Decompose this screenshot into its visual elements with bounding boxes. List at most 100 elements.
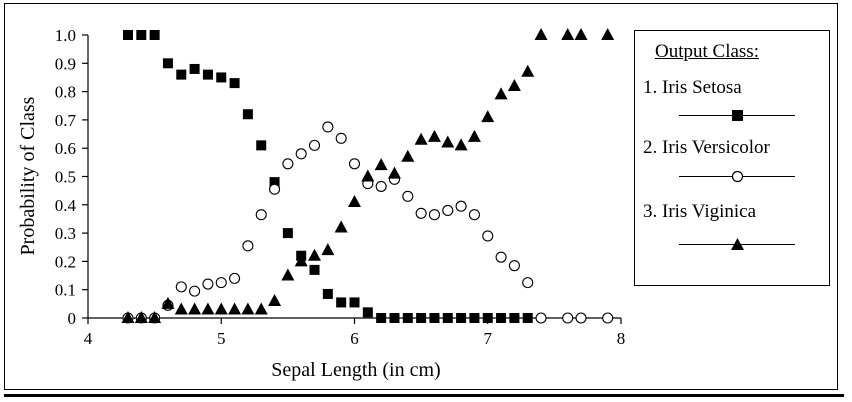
- setosa-point: [202, 69, 213, 80]
- setosa-point: [229, 78, 240, 89]
- versicolor-point: [495, 251, 507, 263]
- legend: Output Class: 1. Iris Setosa 2. Iris Ver…: [634, 30, 830, 286]
- viginica-point: [534, 28, 548, 40]
- versicolor-point: [348, 158, 361, 170]
- viginica-point: [241, 302, 255, 315]
- x-tick-label: 6: [350, 329, 359, 348]
- versicolor-point: [202, 278, 214, 290]
- setosa-point: [189, 63, 200, 74]
- legend-label-versicolor: 2. Iris Versicolor: [643, 137, 770, 158]
- data-points: [121, 28, 615, 324]
- y-tick-label: 0.7: [55, 111, 77, 130]
- setosa-point: [322, 288, 333, 299]
- viginica-point: [121, 311, 135, 323]
- versicolor-point: [562, 312, 574, 324]
- viginica-point: [441, 135, 455, 148]
- setosa-point: [416, 313, 427, 323]
- viginica-point: [361, 169, 375, 182]
- versicolor-point: [402, 190, 414, 202]
- chart-frame: [4, 3, 838, 390]
- versicolor-point: [308, 139, 321, 151]
- x-tick-label: 5: [217, 329, 226, 348]
- versicolor-point: [268, 183, 281, 195]
- versicolor-point: [215, 277, 227, 289]
- viginica-point: [601, 28, 615, 40]
- viginica-point: [254, 302, 268, 315]
- setosa-point: [482, 313, 493, 323]
- versicolor-point: [428, 209, 441, 221]
- versicolor-point: [375, 180, 387, 192]
- versicolor-point: [282, 158, 294, 170]
- viginica-point: [467, 129, 481, 142]
- axes: [82, 34, 622, 324]
- setosa-point: [176, 69, 187, 80]
- versicolor-point: [175, 281, 187, 293]
- versicolor-point: [575, 312, 587, 324]
- versicolor-point: [189, 285, 201, 297]
- setosa-point: [376, 313, 387, 323]
- viginica-point: [427, 129, 441, 142]
- viginica-point: [507, 78, 521, 91]
- setosa-point: [469, 313, 480, 323]
- versicolor-point: [482, 230, 494, 242]
- triangle-marker-icon: [731, 238, 744, 250]
- viginica-point: [414, 132, 428, 145]
- y-tick-label: 0.3: [55, 224, 76, 243]
- versicolor-point: [322, 121, 334, 133]
- setosa-point: [242, 109, 253, 120]
- viginica-point: [348, 194, 361, 207]
- setosa-point: [149, 30, 160, 40]
- bottom-rule: [4, 394, 844, 397]
- versicolor-point: [508, 260, 520, 272]
- viginica-point: [481, 110, 495, 123]
- viginica-point: [281, 268, 295, 281]
- setosa-point: [122, 30, 133, 40]
- viginica-point: [201, 302, 215, 315]
- setosa-point: [349, 297, 360, 308]
- versicolor-point: [535, 312, 547, 324]
- versicolor-point: [522, 277, 534, 289]
- setosa-point: [522, 313, 533, 323]
- versicolor-point: [602, 312, 614, 324]
- viginica-point: [374, 158, 388, 171]
- setosa-point: [442, 313, 453, 323]
- versicolor-point: [242, 240, 254, 252]
- legend-label-setosa: 1. Iris Setosa: [643, 77, 742, 98]
- y-tick-label: 1.0: [55, 26, 76, 45]
- setosa-point: [162, 58, 173, 69]
- y-tick-label: 0.2: [55, 252, 76, 271]
- y-tick-label: 0.8: [55, 83, 76, 102]
- versicolor-point: [455, 200, 467, 212]
- legend-title: Output Class:: [655, 41, 759, 62]
- x-axis-label: Sepal Length (in cm): [271, 359, 440, 381]
- setosa-point: [509, 313, 520, 323]
- versicolor-point: [335, 132, 347, 144]
- y-tick-label: 0.5: [55, 168, 76, 187]
- y-tick-label: 0: [68, 309, 77, 328]
- setosa-point: [456, 313, 467, 323]
- circle-marker-icon: [731, 170, 744, 183]
- versicolor-point: [295, 148, 307, 160]
- viginica-point: [454, 138, 468, 151]
- setosa-point: [429, 313, 440, 323]
- viginica-point: [268, 294, 282, 307]
- viginica-point: [321, 243, 335, 256]
- viginica-point: [494, 87, 508, 100]
- viginica-point: [188, 302, 202, 315]
- setosa-point: [309, 264, 320, 275]
- viginica-point: [334, 220, 348, 233]
- setosa-point: [269, 177, 280, 188]
- viginica-point: [148, 311, 162, 323]
- y-axis-label: Probability of Class: [17, 96, 39, 255]
- versicolor-point: [468, 209, 480, 221]
- viginica-point: [387, 166, 401, 179]
- viginica-point: [214, 302, 228, 315]
- x-tick-label: 4: [84, 329, 93, 348]
- y-tick-label: 0.6: [55, 139, 76, 158]
- y-tick-label: 0.4: [55, 196, 77, 215]
- setosa-point: [496, 313, 507, 323]
- y-tick-label: 0.1: [55, 281, 76, 300]
- viginica-point: [134, 311, 148, 323]
- setosa-point: [389, 313, 400, 323]
- viginica-point: [228, 302, 242, 315]
